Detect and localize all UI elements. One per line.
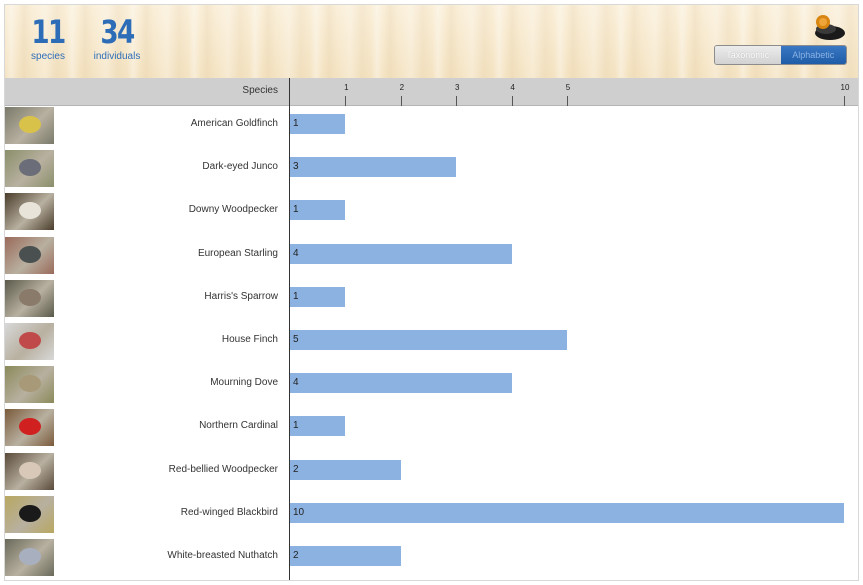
species-name: Northern Cardinal bbox=[199, 420, 278, 432]
x-tick-2: 2 bbox=[400, 78, 404, 106]
bird-count-panel: 11 species 34 individuals Taxonomic Alph… bbox=[4, 4, 859, 581]
species-row[interactable]: House Finch 5 bbox=[5, 323, 858, 366]
species-count-stat: 11 species bbox=[27, 13, 69, 63]
count-bar bbox=[290, 330, 567, 350]
bird-photo-icon bbox=[19, 288, 41, 306]
count-value: 2 bbox=[293, 550, 299, 561]
x-tick-label: 5 bbox=[565, 83, 571, 92]
count-value: 1 bbox=[293, 204, 299, 216]
species-row[interactable]: American Goldfinch 1 bbox=[5, 107, 858, 150]
individuals-count-label: individuals bbox=[93, 51, 141, 62]
species-thumbnail[interactable] bbox=[5, 150, 54, 188]
axis-divider bbox=[289, 78, 290, 580]
count-value: 1 bbox=[293, 118, 299, 129]
x-tick-mark bbox=[400, 96, 402, 106]
column-header: Species bbox=[5, 78, 858, 106]
bird-photo-icon bbox=[19, 375, 41, 393]
bird-photo-icon bbox=[19, 159, 41, 177]
count-value: 5 bbox=[293, 334, 299, 345]
count-bar bbox=[290, 546, 401, 566]
species-name: Red-winged Blackbird bbox=[180, 506, 278, 518]
count-value: 3 bbox=[293, 161, 299, 173]
bird-photo-icon bbox=[19, 202, 41, 220]
individuals-count: 34 bbox=[100, 13, 135, 51]
count-value: 1 bbox=[293, 420, 299, 432]
species-count: 11 bbox=[31, 13, 66, 51]
bird-photo-icon bbox=[19, 548, 41, 565]
count-value: 10 bbox=[293, 506, 305, 518]
count-bar bbox=[290, 502, 844, 523]
species-row[interactable]: Northern Cardinal 1 bbox=[5, 409, 858, 452]
x-tick-mark bbox=[511, 96, 513, 106]
x-tick-label: 3 bbox=[454, 83, 460, 92]
summary-header: 11 species 34 individuals Taxonomic Alph… bbox=[5, 5, 858, 78]
count-value: 4 bbox=[293, 377, 299, 389]
species-row[interactable]: Red-winged Blackbird 10 bbox=[5, 495, 858, 539]
species-name: Red-bellied Woodpecker bbox=[168, 463, 278, 475]
x-tick-label: 10 bbox=[840, 83, 850, 92]
count-value: 1 bbox=[293, 290, 299, 302]
count-bar bbox=[290, 459, 401, 480]
count-bar bbox=[290, 200, 346, 221]
species-name: American Goldfinch bbox=[190, 118, 278, 129]
species-name: House Finch bbox=[221, 334, 278, 345]
bird-photo-icon bbox=[19, 461, 41, 479]
x-tick-4: 4 bbox=[510, 78, 515, 106]
individuals-count-stat: 34 individuals bbox=[89, 13, 145, 63]
bird-photo-icon bbox=[19, 504, 41, 522]
x-tick-label: 4 bbox=[510, 83, 515, 92]
species-thumbnail[interactable] bbox=[5, 107, 54, 144]
x-tick-mark bbox=[567, 96, 568, 106]
species-thumbnail[interactable] bbox=[5, 279, 54, 317]
species-row[interactable]: Harris's Sparrow 1 bbox=[5, 279, 858, 323]
species-name: European Starling bbox=[197, 247, 278, 259]
x-tick-mark bbox=[345, 96, 347, 106]
count-bar bbox=[290, 157, 457, 178]
species-row[interactable]: Red-bellied Woodpecker 2 bbox=[5, 452, 858, 496]
species-row[interactable]: Dark-eyed Junco 3 bbox=[5, 150, 858, 193]
species-name: Mourning Dove bbox=[210, 377, 278, 389]
species-thumbnail[interactable] bbox=[5, 495, 54, 533]
count-value: 4 bbox=[293, 247, 299, 259]
count-bar bbox=[290, 416, 346, 437]
x-tick-label: 1 bbox=[344, 83, 349, 92]
sort-taxonomic-button[interactable]: Taxonomic bbox=[715, 46, 781, 64]
species-thumbnail[interactable] bbox=[5, 193, 54, 231]
count-bar bbox=[290, 286, 346, 307]
species-row[interactable]: Mourning Dove 4 bbox=[5, 366, 858, 409]
x-tick-3: 3 bbox=[455, 78, 459, 106]
count-bar bbox=[290, 373, 512, 394]
bird-photo-icon bbox=[19, 418, 41, 436]
species-thumbnail[interactable] bbox=[5, 409, 54, 447]
count-bar bbox=[290, 114, 346, 134]
species-name: White-breasted Nuthatch bbox=[167, 550, 278, 561]
bird-photo-icon bbox=[19, 332, 41, 349]
species-name: Dark-eyed Junco bbox=[202, 161, 278, 173]
species-thumbnail[interactable] bbox=[5, 366, 54, 404]
species-name: Downy Woodpecker bbox=[188, 204, 278, 216]
count-value: 2 bbox=[293, 463, 299, 475]
species-thumbnail[interactable] bbox=[5, 236, 54, 274]
x-tick-label: 2 bbox=[399, 83, 405, 92]
bird-photo-icon bbox=[19, 116, 41, 133]
x-tick-5: 5 bbox=[566, 78, 570, 106]
x-tick-mark bbox=[456, 96, 458, 106]
x-tick-1: 1 bbox=[344, 78, 349, 106]
species-column-header: Species bbox=[242, 85, 278, 96]
count-bar bbox=[290, 243, 512, 264]
sort-alphabetic-button[interactable]: Alphabetic bbox=[780, 46, 846, 64]
species-name: Harris's Sparrow bbox=[204, 290, 278, 302]
species-thumbnail[interactable] bbox=[5, 539, 54, 576]
x-tick-10: 10 bbox=[841, 78, 849, 106]
sort-toggle[interactable]: Taxonomic Alphabetic bbox=[714, 45, 847, 65]
species-row[interactable]: Downy Woodpecker 1 bbox=[5, 193, 858, 236]
x-tick-mark bbox=[844, 96, 845, 106]
species-count-label: species bbox=[31, 51, 65, 62]
bird-photo-icon bbox=[19, 245, 41, 263]
species-thumbnail[interactable] bbox=[5, 323, 54, 360]
bird-logo-icon bbox=[815, 15, 845, 40]
species-row[interactable]: White-breasted Nuthatch 2 bbox=[5, 539, 858, 580]
species-row[interactable]: European Starling 4 bbox=[5, 236, 858, 280]
species-thumbnail[interactable] bbox=[5, 452, 54, 490]
